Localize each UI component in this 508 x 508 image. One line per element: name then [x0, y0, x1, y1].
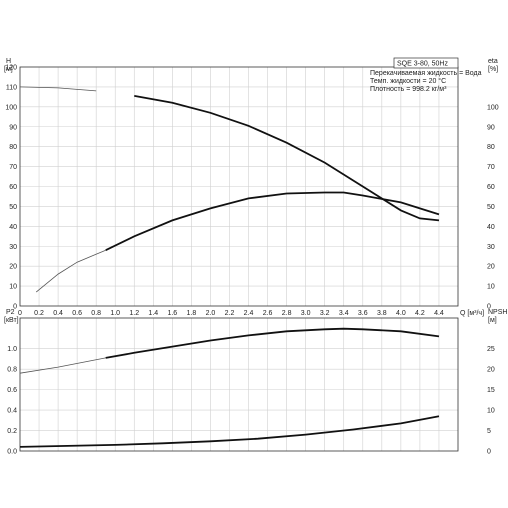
x-tick-label: 2.2: [225, 310, 235, 317]
curve-P2: [105, 327, 440, 359]
right-tick-label: 90: [487, 124, 495, 131]
x-axis-label: Q [м³/ч]: [460, 310, 484, 317]
left-axis-label: P2: [6, 309, 15, 316]
left-tick-label: 80: [9, 144, 17, 151]
x-tick-label: 0: [18, 310, 22, 317]
x-tick-label: 3.6: [358, 310, 368, 317]
x-tick-label: 3.8: [377, 310, 387, 317]
bottom-panel: 0.0 0.2 0.4 0.6 0.8 1.0 0 5 10 15 20 25 P2[кВт] NPSH[…: [4, 309, 507, 456]
right-tick-label: 25: [487, 346, 495, 353]
left-tick-label: 0.8: [7, 367, 17, 374]
left-tick-label: 0.0: [7, 449, 17, 456]
model-label: SQE 3-80, 50Hz: [397, 61, 448, 68]
right-axis-unit: [%]: [488, 66, 498, 73]
left-tick-label: 110: [6, 84, 17, 91]
left-tick-label: 60: [9, 184, 17, 191]
top-panel: 0 10 20 30 40 50 60 70 80 90 100 110 120 0 10 20 30 40 50 6…: [4, 57, 499, 317]
right-tick-label: 20: [487, 264, 495, 271]
info-line: Темп. жидкости = 20 °C: [370, 77, 446, 85]
left-tick-label: 20: [9, 264, 17, 271]
right-tick-label: 70: [487, 164, 495, 171]
curve-P2_low: [19, 415, 440, 448]
plot-frame: [19, 66, 459, 307]
right-tick-label: 10: [487, 284, 495, 291]
right-axis-label: NPSH: [488, 309, 507, 316]
left-tick-label: 120: [5, 65, 17, 72]
left-tick-label: 0.2: [7, 428, 17, 435]
curve-eta-extended: [35, 249, 106, 293]
left-axis-label: H: [6, 58, 11, 65]
left-tick-label: 30: [9, 244, 17, 251]
left-tick-label: 0.4: [7, 408, 17, 415]
left-tick-label: 10: [9, 284, 17, 291]
right-tick-label: 50: [487, 204, 495, 211]
x-tick-label: 4.0: [396, 310, 406, 317]
left-tick-label: 50: [9, 204, 17, 211]
info-line: Перекачиваемая жидкость = Вода: [370, 70, 482, 77]
left-axis-unit: [м]: [4, 66, 13, 73]
curve-H-extended: [19, 86, 97, 92]
right-tick-label: 20: [487, 367, 495, 374]
right-tick-label: 0: [487, 304, 491, 311]
x-tick-label: 1.8: [187, 310, 197, 317]
left-tick-label: 70: [9, 164, 17, 171]
x-tick-label: 2.0: [206, 310, 216, 317]
x-tick-label: 0.8: [91, 310, 101, 317]
x-tick-label: 1.2: [129, 310, 139, 317]
x-tick-label: 0.4: [53, 310, 63, 317]
left-tick-label: 1.0: [7, 346, 17, 353]
curve-P2-extended: [19, 357, 106, 374]
right-tick-label: 40: [487, 224, 495, 231]
right-tick-label: 5: [487, 428, 491, 435]
x-tick-label: 2.4: [244, 310, 254, 317]
x-tick-label: 3.0: [301, 310, 311, 317]
x-tick-label: 2.6: [263, 310, 273, 317]
x-tick-label: 4.4: [434, 310, 444, 317]
left-tick-label: 90: [9, 124, 17, 131]
right-tick-label: 60: [487, 184, 495, 191]
x-tick-label: 2.8: [282, 310, 292, 317]
model-label-box: [393, 57, 459, 69]
left-tick-label: 0: [13, 304, 17, 311]
curve-eta: [105, 191, 440, 252]
right-tick-label: 0: [487, 449, 491, 456]
x-tick-label: 1.4: [148, 310, 158, 317]
right-axis-unit: [м]: [488, 317, 497, 324]
right-tick-label: 30: [487, 244, 495, 251]
right-axis-label: eta: [488, 58, 498, 65]
x-tick-label: 0.6: [72, 310, 82, 317]
x-tick-label: 1.0: [110, 310, 120, 317]
x-tick-label: 0.2: [34, 310, 44, 317]
x-tick-label: 4.2: [415, 310, 425, 317]
plot-frame: [19, 317, 459, 452]
curve-H: [134, 95, 440, 222]
right-tick-label: 10: [487, 408, 495, 415]
right-tick-label: 100: [487, 104, 499, 111]
right-tick-label: 15: [487, 387, 495, 394]
right-tick-label: 80: [487, 144, 495, 151]
left-axis-unit: [кВт]: [4, 317, 19, 324]
x-tick-label: 1.6: [167, 310, 177, 317]
left-tick-label: 100: [5, 104, 17, 111]
left-tick-label: 0.6: [7, 387, 17, 394]
info-line: Плотность = 998.2 кг/м³: [370, 86, 447, 93]
x-tick-label: 3.4: [339, 310, 349, 317]
left-tick-label: 40: [9, 224, 17, 231]
x-tick-label: 3.2: [320, 310, 330, 317]
